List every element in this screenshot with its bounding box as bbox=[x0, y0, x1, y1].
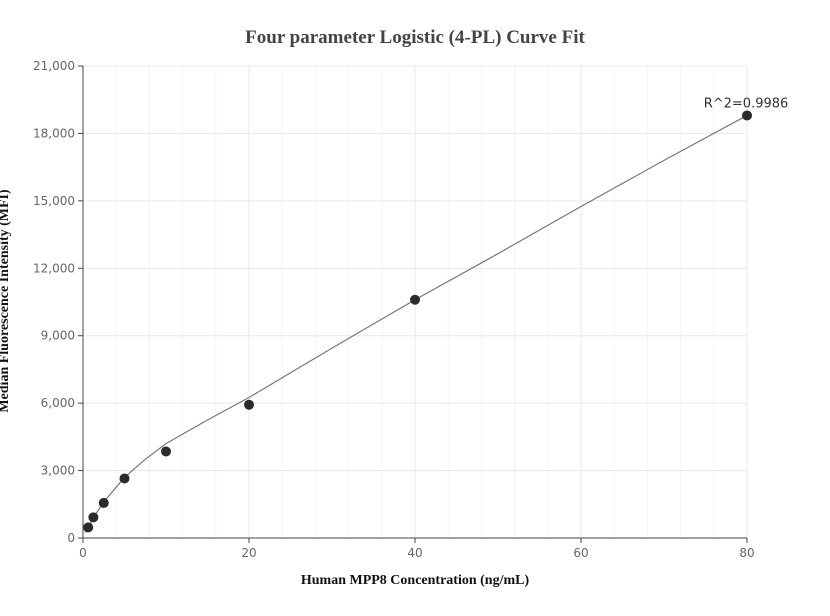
x-axis-label: Human MPP8 Concentration (ng/mL) bbox=[301, 573, 530, 588]
y-tick-label: 9,000 bbox=[41, 329, 75, 343]
data-point bbox=[88, 512, 99, 523]
data-point bbox=[119, 473, 130, 484]
x-tick-label: 80 bbox=[739, 546, 754, 560]
y-tick-label: 12,000 bbox=[33, 261, 75, 275]
y-tick-label: 21,000 bbox=[33, 59, 75, 73]
data-point bbox=[98, 497, 109, 508]
data-points bbox=[83, 110, 752, 533]
y-tick-label: 15,000 bbox=[33, 194, 75, 208]
tick-labels: 0 20 40 60 80 0 3,000 6,000 9,000 12,000 15,000 18,… bbox=[33, 59, 755, 560]
data-point bbox=[244, 399, 254, 410]
y-tick-label: 3,000 bbox=[41, 464, 75, 478]
data-point bbox=[161, 446, 171, 457]
x-tick-label: 0 bbox=[79, 546, 87, 560]
chart-title: Four parameter Logistic (4-PL) Curve Fit bbox=[245, 27, 585, 48]
fit-curve-group bbox=[84, 114, 748, 533]
y-tick-label: 0 bbox=[67, 531, 75, 545]
r-squared-annotation: R^2=0.9986 bbox=[704, 96, 789, 111]
fit-curve bbox=[84, 114, 748, 533]
data-point bbox=[410, 294, 420, 305]
data-point bbox=[83, 522, 94, 533]
x-tick-label: 20 bbox=[241, 546, 256, 560]
axes bbox=[78, 65, 748, 543]
x-tick-label: 60 bbox=[573, 546, 588, 560]
y-tick-label: 6,000 bbox=[41, 396, 75, 410]
y-axis-label: Median Fluorescence Intensity (MFI) bbox=[0, 189, 12, 413]
x-tick-label: 40 bbox=[407, 546, 422, 560]
y-tick-label: 18,000 bbox=[33, 126, 75, 140]
data-point bbox=[742, 110, 752, 121]
